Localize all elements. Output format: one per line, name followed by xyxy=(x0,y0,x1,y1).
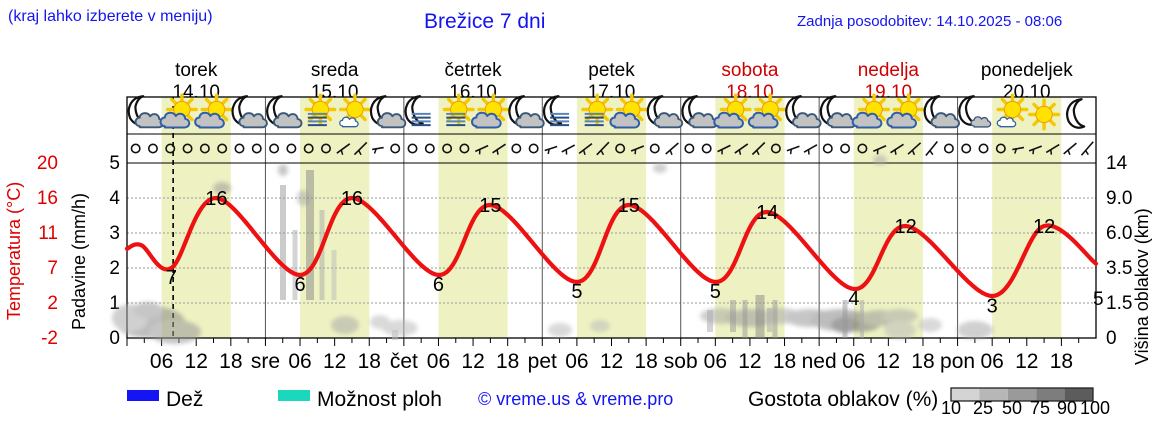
svg-text:90: 90 xyxy=(1057,398,1077,418)
svg-text:100: 100 xyxy=(1080,398,1110,418)
svg-text:75: 75 xyxy=(1030,398,1050,418)
svg-text:10: 10 xyxy=(941,398,961,418)
svg-text:25: 25 xyxy=(973,398,993,418)
svg-text:50: 50 xyxy=(1002,398,1022,418)
